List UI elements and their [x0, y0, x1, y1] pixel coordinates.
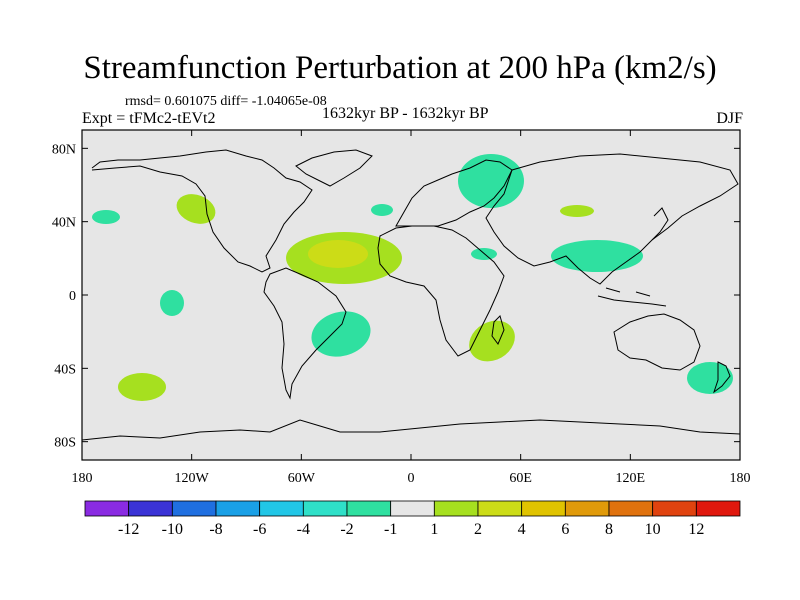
coast-africa	[377, 225, 505, 357]
lat-tick-label: 80S	[54, 436, 76, 451]
coast-south-america	[263, 267, 347, 400]
lon-tick-label: 120W	[175, 471, 210, 486]
contour-fills	[82, 149, 740, 441]
coast-madagascar	[491, 315, 505, 345]
coast-europe	[395, 159, 513, 227]
lat-tick-label: 80N	[52, 142, 76, 157]
lat-tick-label: 0	[69, 289, 76, 304]
colorbar-swatch	[652, 500, 697, 517]
colorbar-label: 6	[561, 521, 569, 538]
colorbar-swatch	[390, 500, 435, 517]
coast-japan	[651, 207, 669, 241]
lon-tick-label: 0	[408, 471, 415, 486]
coast-asia	[485, 153, 739, 285]
colorbar-swatch	[433, 500, 479, 517]
colorbar-swatch	[477, 500, 523, 517]
lon-tick-label: 60W	[288, 471, 316, 486]
colorbar-label: 1	[430, 521, 438, 538]
lat-tick-label: 40S	[54, 362, 76, 377]
colorbar-swatch	[302, 500, 348, 517]
coast-greenland	[295, 149, 373, 187]
colorbar-swatch	[521, 500, 566, 517]
lon-tick-label: 60E	[509, 471, 532, 486]
anomaly-south-pacific	[118, 373, 166, 401]
colorbar-label: -4	[297, 521, 310, 538]
colorbar-swatch	[695, 500, 741, 517]
lon-tick-label: 180	[72, 471, 93, 486]
coast-australia	[613, 313, 701, 371]
colorbar-label: -10	[162, 521, 183, 538]
lon-tick-label: 120E	[616, 471, 646, 486]
season-label: DJF	[716, 110, 743, 127]
colorbar-label: 2	[474, 521, 482, 538]
coast-north-america	[91, 149, 313, 273]
colorbar-label: -12	[118, 521, 139, 538]
colorbar-label: 4	[518, 521, 526, 538]
lat-tick-label: 40N	[52, 216, 76, 231]
experiment-label: Expt = tFMc2-tEVt2	[82, 110, 216, 127]
colorbar-label: -1	[384, 521, 397, 538]
colorbar-swatch	[608, 500, 654, 517]
colorbar-label: -2	[340, 521, 353, 538]
coast-new-zealand	[713, 361, 731, 394]
coast-antarctica	[82, 419, 740, 441]
anomaly-central-asia	[560, 205, 594, 217]
map-background	[82, 130, 740, 460]
stats-line: rmsd= 0.601075 diff= -1.04065e-08	[125, 94, 327, 109]
colorbar-swatch	[215, 500, 261, 517]
lon-tick-label: 180	[730, 471, 751, 486]
colorbar-swatch	[564, 500, 610, 517]
coastlines	[82, 149, 740, 441]
axis-ticks: 80N 40N 0 40S 80S 180 120W 60W 0 60E 120E 180	[52, 130, 751, 486]
plot-title: Streamfunction Perturbation at 200 hPa (…	[83, 50, 717, 86]
coast-indonesia	[597, 287, 667, 307]
anomaly-tropical-atlantic-core	[308, 240, 368, 268]
anomaly-north-atlantic-east	[371, 204, 393, 216]
colorbar-label: 8	[605, 521, 613, 538]
colorbar-swatch	[128, 500, 173, 517]
colorbar-label: 12	[688, 521, 704, 538]
colorbar-swatch	[171, 500, 217, 517]
anomaly-north-pacific-west	[92, 210, 120, 224]
colorbar-label: -8	[209, 521, 222, 538]
anomaly-south-atlantic	[311, 311, 371, 357]
colorbar-label: 10	[645, 521, 661, 538]
anomaly-east-pacific-tropics	[160, 290, 184, 316]
colorbar-swatch	[84, 500, 130, 517]
colorbar-swatch	[259, 500, 304, 517]
colorbar: -12 -10 -8 -6 -4 -2 -1 1 2 4 6 8 10 12	[84, 500, 741, 538]
period-label: 1632kyr BP - 1632kyr BP	[322, 105, 489, 122]
colorbar-label: -6	[253, 521, 266, 538]
colorbar-swatch	[346, 500, 392, 517]
